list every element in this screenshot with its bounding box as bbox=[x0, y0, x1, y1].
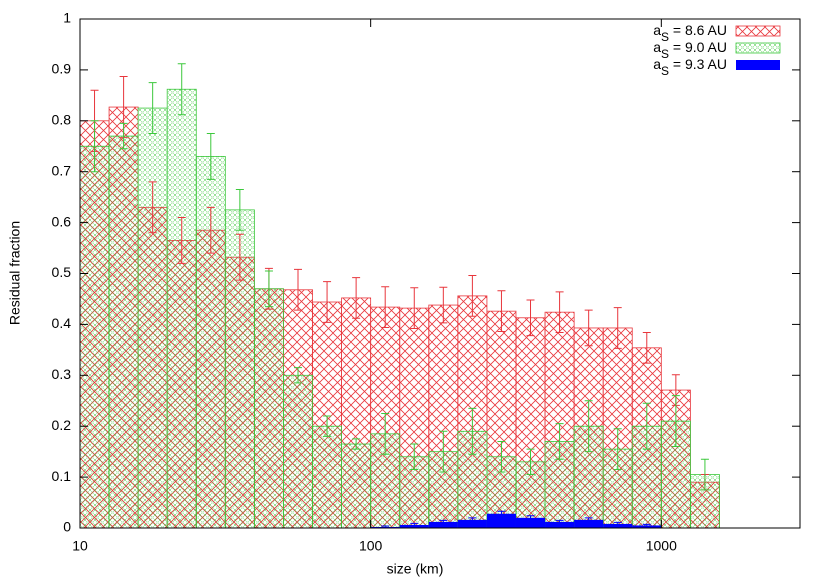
bar bbox=[253, 288, 284, 529]
y-axis-label: Residual fraction bbox=[7, 221, 23, 325]
error-bar bbox=[323, 415, 332, 437]
bar bbox=[108, 135, 139, 529]
y-tick-label: 0.7 bbox=[52, 162, 72, 178]
x-tick-label: 100 bbox=[359, 538, 383, 554]
y-tick-label: 0.6 bbox=[52, 213, 72, 229]
bar bbox=[283, 374, 313, 529]
error-bar bbox=[352, 277, 361, 319]
error-bar bbox=[584, 400, 593, 453]
error-bar bbox=[148, 82, 157, 135]
error-bar bbox=[555, 423, 564, 460]
y-tick-label: 0.8 bbox=[52, 112, 72, 128]
y-tick-label: 0 bbox=[63, 519, 71, 535]
error-bar bbox=[526, 299, 535, 337]
error-bar bbox=[642, 332, 651, 364]
bar bbox=[574, 519, 604, 528]
bar bbox=[486, 513, 516, 528]
bar bbox=[545, 521, 575, 528]
y-tick-label: 0.4 bbox=[52, 315, 72, 331]
error-bar bbox=[119, 122, 128, 150]
error-bar bbox=[613, 521, 622, 526]
error-bar bbox=[439, 286, 448, 324]
y-tick-label: 0.2 bbox=[52, 417, 72, 433]
x-tick-label: 10 bbox=[72, 538, 88, 554]
error-bar bbox=[235, 189, 244, 231]
error-bar bbox=[555, 291, 564, 334]
error-bar bbox=[613, 428, 622, 470]
error-bar bbox=[410, 287, 419, 329]
legend-swatch bbox=[735, 25, 781, 37]
error-bar bbox=[526, 515, 535, 521]
bar bbox=[515, 517, 546, 528]
error-bar bbox=[584, 309, 593, 347]
error-bar bbox=[642, 402, 651, 450]
error-bar bbox=[410, 443, 419, 470]
y-tick-label: 0.3 bbox=[52, 366, 72, 382]
bar bbox=[137, 107, 168, 529]
legend-label: aS = 9.0 AU bbox=[653, 39, 727, 61]
bar bbox=[341, 443, 372, 529]
error-bar bbox=[323, 281, 332, 323]
y-tick-label: 0.5 bbox=[52, 264, 72, 280]
error-bar bbox=[613, 307, 622, 349]
error-bar bbox=[90, 120, 99, 173]
bar bbox=[603, 523, 633, 528]
error-bar bbox=[381, 286, 390, 328]
bar bbox=[166, 88, 197, 529]
error-bar bbox=[497, 440, 506, 473]
y-tick-label: 1 bbox=[63, 10, 71, 26]
error-bar bbox=[264, 270, 273, 308]
legend-label: aS = 9.3 AU bbox=[653, 56, 727, 78]
error-bar bbox=[700, 458, 709, 491]
legend-label: aS = 8.6 AU bbox=[653, 22, 727, 44]
error-bar bbox=[206, 133, 215, 180]
error-bar bbox=[468, 407, 477, 455]
legend-swatch bbox=[736, 60, 780, 70]
error-bar bbox=[526, 448, 535, 476]
error-bar bbox=[148, 181, 157, 234]
error-bar bbox=[410, 522, 419, 527]
error-bar bbox=[468, 275, 477, 317]
legend-swatch bbox=[735, 42, 781, 54]
error-bar bbox=[497, 290, 506, 333]
error-bar bbox=[439, 430, 448, 473]
error-bar bbox=[671, 395, 680, 448]
bar bbox=[79, 145, 110, 529]
error-bar bbox=[294, 367, 303, 384]
x-axis-label: size (km) bbox=[387, 561, 444, 577]
error-bar bbox=[206, 206, 215, 254]
error-bar bbox=[177, 217, 186, 264]
error-bar bbox=[584, 517, 593, 523]
error-bar bbox=[381, 412, 390, 455]
error-bar bbox=[497, 510, 506, 517]
error-bar bbox=[235, 233, 244, 281]
error-bar bbox=[555, 519, 564, 524]
bar bbox=[457, 519, 487, 528]
error-bar bbox=[352, 438, 361, 450]
y-tick-label: 0.1 bbox=[52, 468, 72, 484]
error-bar bbox=[468, 517, 477, 523]
error-bar bbox=[642, 523, 651, 527]
error-bar bbox=[294, 268, 303, 311]
y-tick-label: 0.9 bbox=[52, 61, 72, 77]
bar bbox=[312, 425, 342, 529]
x-tick-label: 1000 bbox=[646, 538, 677, 554]
error-bar bbox=[177, 63, 186, 116]
bar bbox=[428, 521, 458, 528]
error-bar bbox=[439, 519, 448, 524]
